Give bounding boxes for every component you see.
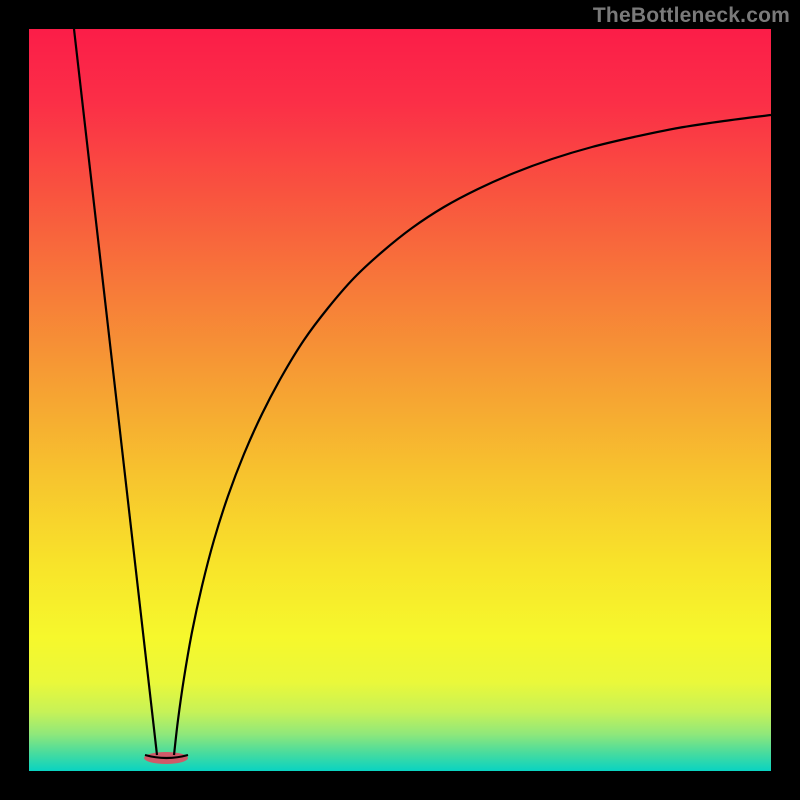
bottleneck-chart (0, 0, 800, 800)
plot-background (29, 29, 771, 771)
watermark-text: TheBottleneck.com (593, 4, 790, 28)
chart-container: TheBottleneck.com (0, 0, 800, 800)
